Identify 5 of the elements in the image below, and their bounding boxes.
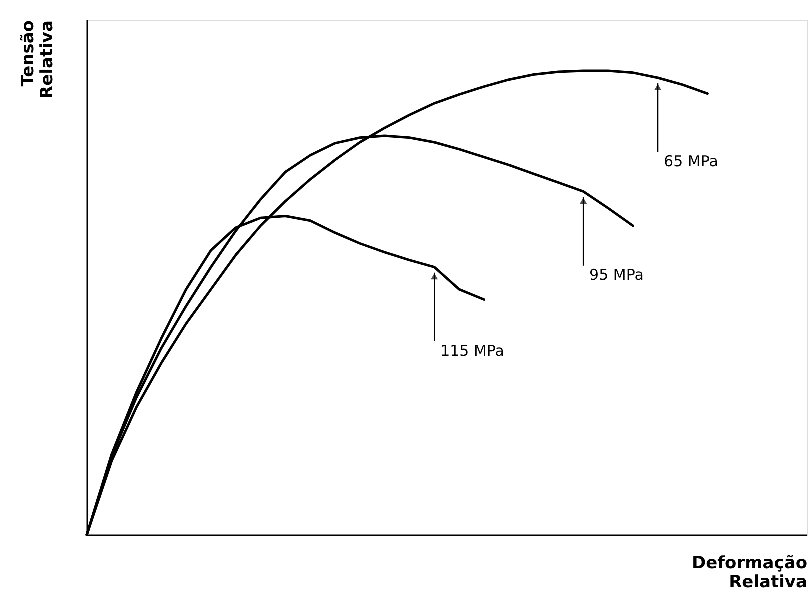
- annotation: 95 MPa: [590, 266, 644, 284]
- annotation: 115 MPa: [440, 342, 504, 360]
- y-axis-title: Tensão Relativa: [18, 20, 58, 99]
- annotation: 65 MPa: [664, 152, 718, 171]
- x-axis-title: Deformação Relativa: [692, 554, 808, 592]
